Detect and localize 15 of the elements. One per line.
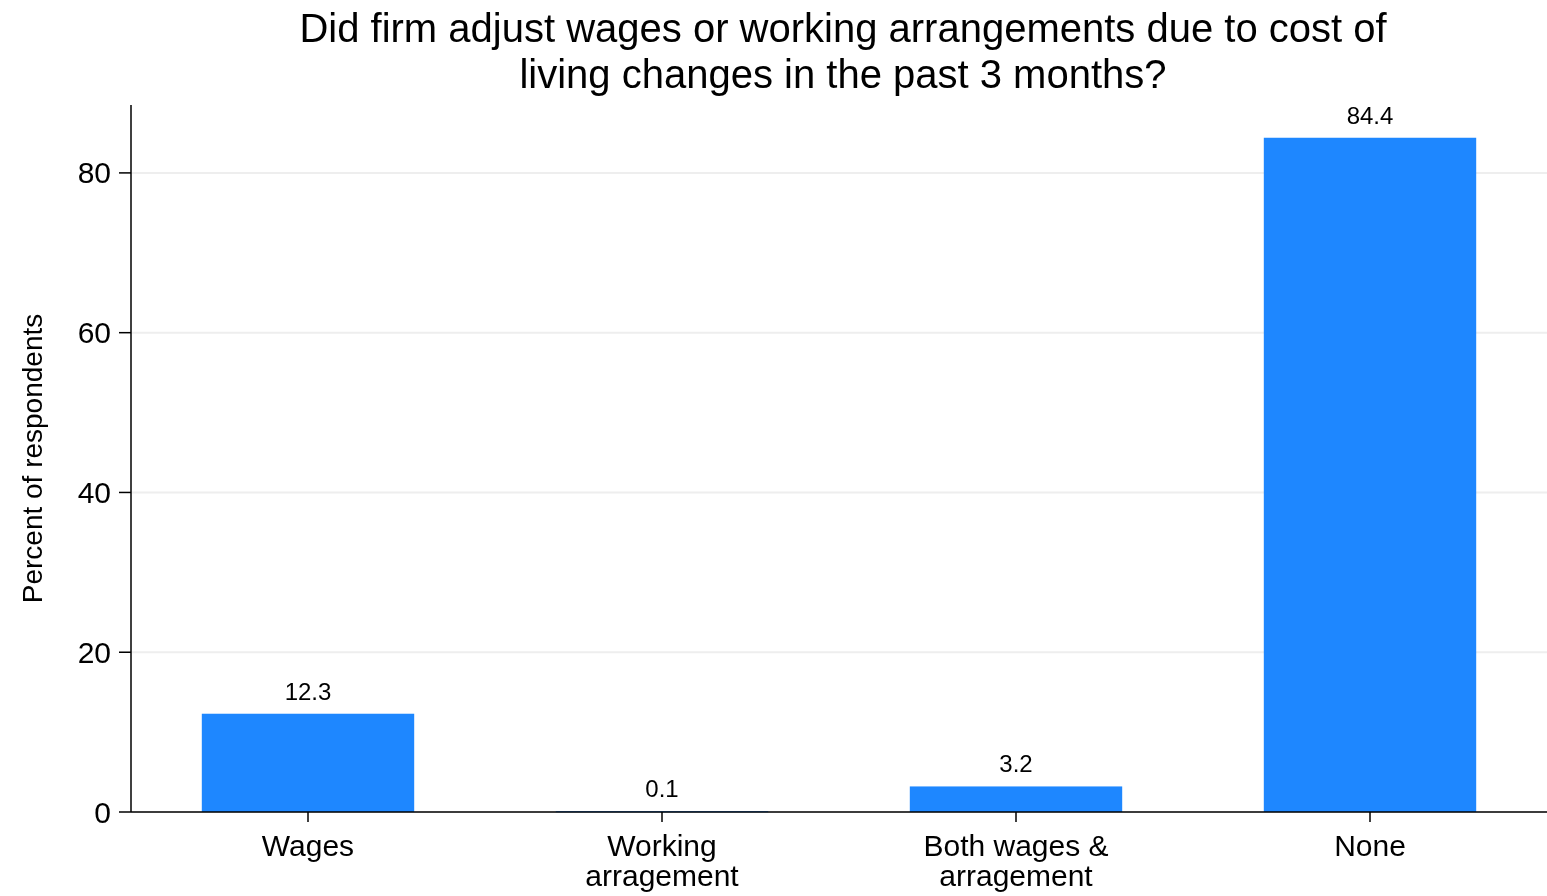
- y-tick-label: 0: [94, 795, 111, 829]
- y-axis-title: Percent of respondents: [17, 313, 48, 604]
- data-label: 12.3: [284, 677, 332, 705]
- data-label: 3.2: [999, 750, 1033, 778]
- y-tick-label: 20: [77, 635, 111, 669]
- x-tick-label: None: [1334, 829, 1406, 862]
- data-label: 84.4: [1346, 101, 1394, 129]
- x-tick-label: Working arragement: [585, 829, 740, 892]
- data-label: 0.1: [645, 775, 679, 803]
- y-tick-label: 40: [77, 475, 111, 509]
- x-tick-label: Both wages & arragement: [923, 829, 1109, 892]
- y-tick-label: 80: [77, 156, 111, 190]
- chart-title: Did firm adjust wages or working arrangements due to cost of living changes in the past 3 months?: [299, 6, 1388, 96]
- y-tick-label: 60: [77, 316, 111, 350]
- x-tick-label: Wages: [261, 829, 355, 862]
